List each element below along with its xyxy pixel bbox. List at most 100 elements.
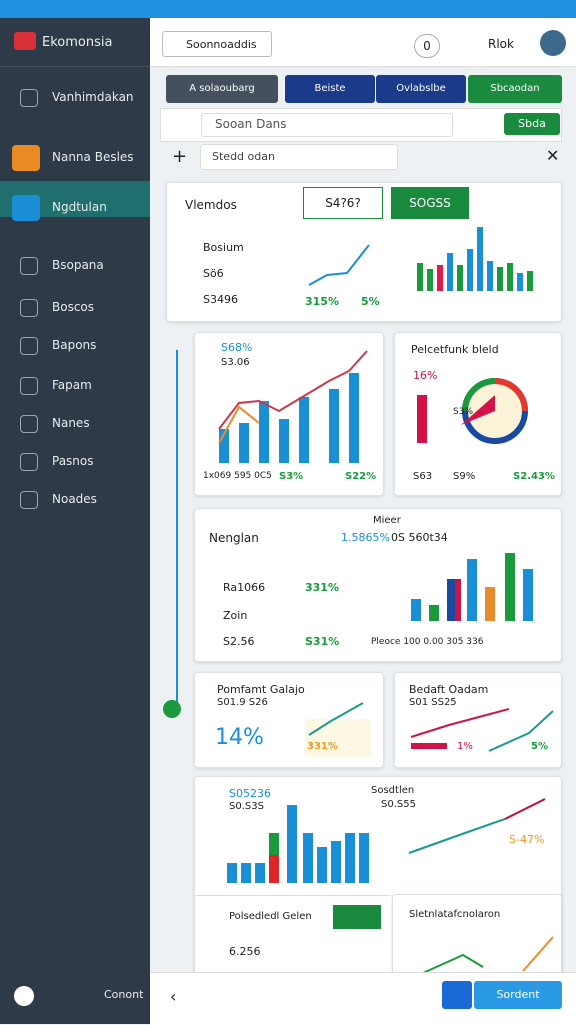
tab[interactable]: A solaoubarg (166, 75, 278, 103)
sidebar: Ekomonsia Vanhimdakan Nanna Besles Ngdtula… (0, 18, 150, 1024)
sparkline (410, 708, 554, 752)
decoration (487, 261, 493, 291)
close-icon[interactable]: ✕ (546, 146, 560, 165)
card-change: 5% (531, 741, 548, 752)
stat: 0S 560t34 (391, 531, 448, 544)
add-icon[interactable]: + (172, 146, 188, 167)
decoration (507, 263, 513, 291)
nav-item[interactable]: Nanes (52, 416, 90, 430)
sub-button[interactable] (333, 905, 381, 929)
value: 5% (361, 295, 380, 308)
bar-chart (417, 227, 533, 291)
badge[interactable]: 0 (414, 34, 440, 58)
bar-shape (417, 395, 427, 443)
card: Pomfamt Galajo S01.9 S26 14% 331% (194, 672, 384, 768)
decoration (517, 273, 523, 291)
header: Soonnoaddis 0 Rlok (150, 18, 576, 67)
primary-button[interactable]: Sordent (474, 981, 562, 1009)
footer-value: S22% (345, 471, 377, 482)
back-icon[interactable]: ‹ (170, 987, 177, 1006)
footer-label: S63 (413, 471, 433, 482)
card: Pelcetfunk bleld 16% S3% S63 S9% S2.43% (394, 332, 562, 496)
decoration (218, 350, 368, 430)
decoration (457, 265, 463, 291)
search-box[interactable] (162, 31, 272, 57)
sub-title: Polsedledl Gelen (229, 911, 312, 922)
card-button[interactable]: SOGSS (391, 187, 469, 219)
sub-value: 6.256 (229, 945, 261, 958)
legend-value: S0.S55 (381, 799, 416, 810)
nav-icon (20, 299, 38, 317)
footer-label[interactable]: Conont (104, 988, 144, 1001)
card-change: 331% (307, 741, 338, 752)
decoration (287, 805, 297, 883)
nav-item[interactable]: Fapam (52, 378, 92, 392)
decoration (523, 569, 533, 621)
nav-item[interactable]: Boscos (52, 300, 95, 314)
card-value: 1% (457, 741, 473, 752)
footer-value: S2.43% (513, 471, 555, 482)
footer-label: Pleoce 100 0.00 305 336 (371, 637, 484, 647)
card-input[interactable]: S4?6? (303, 187, 383, 219)
card-title: Nenglan (209, 531, 259, 545)
sparkline (408, 798, 546, 854)
legend-item: S3496 (203, 293, 238, 306)
bar-chart (411, 553, 533, 621)
app-name[interactable]: Ekomonsia (42, 35, 113, 50)
decoration (219, 373, 359, 463)
decoration (219, 429, 229, 463)
tab[interactable]: Beiste (285, 75, 375, 103)
avatar[interactable] (540, 30, 566, 56)
footer-value: S3% (279, 471, 304, 482)
nav-icon (20, 491, 38, 509)
decoration (241, 863, 251, 883)
bar-shape (411, 743, 447, 749)
search-input[interactable] (201, 113, 453, 137)
decoration (527, 271, 533, 291)
decoration (308, 702, 364, 736)
decoration (422, 953, 484, 974)
legend-item: Sö6 (203, 267, 224, 280)
tab[interactable]: Ovlabslbe (376, 75, 466, 103)
value: 315% (305, 295, 339, 308)
nav-item[interactable]: Bapons (52, 338, 97, 352)
item-value: 331% (305, 581, 339, 594)
timeline-node (163, 700, 181, 718)
card-title: Pelcetfunk bleld (411, 343, 499, 356)
decoration (447, 253, 453, 291)
decoration (417, 227, 533, 291)
nav-item[interactable]: Vanhimdakan (52, 90, 134, 104)
user-name[interactable]: Rlok (488, 37, 514, 51)
card-title: Pomfamt Galajo (217, 683, 305, 696)
nav-icon (20, 377, 38, 395)
nav-item[interactable]: Pasnos (52, 454, 94, 468)
nav-item[interactable]: Nanna Besles (52, 150, 134, 164)
sparkline (422, 936, 553, 974)
sparkline (308, 702, 364, 736)
decoration (299, 397, 309, 463)
app-logo (14, 32, 36, 50)
card-title: Vlemdos (185, 198, 237, 212)
highlight (305, 719, 371, 757)
decoration (411, 599, 421, 621)
combo-chart (218, 350, 368, 463)
filter-input[interactable] (200, 144, 398, 170)
card-top: Mieer (373, 515, 401, 526)
decoration (429, 605, 439, 621)
search-button[interactable]: Sbda (504, 113, 560, 135)
nav-icon (20, 257, 38, 275)
nav-item[interactable]: Ngdtulan (52, 200, 107, 214)
nav-item[interactable]: Noades (52, 492, 97, 506)
card-subtitle: S01 SS25 (409, 697, 457, 708)
decoration (467, 249, 473, 291)
decoration (269, 833, 279, 855)
decoration (345, 833, 355, 883)
nav-item[interactable]: Bsopana (52, 258, 104, 272)
item-label: Ra1066 (223, 581, 266, 594)
decoration (279, 419, 289, 463)
tab[interactable]: Sbcaodan (468, 75, 562, 103)
donut-chart (461, 378, 528, 444)
icon-button[interactable] (442, 981, 472, 1009)
settings-icon[interactable] (14, 986, 34, 1006)
